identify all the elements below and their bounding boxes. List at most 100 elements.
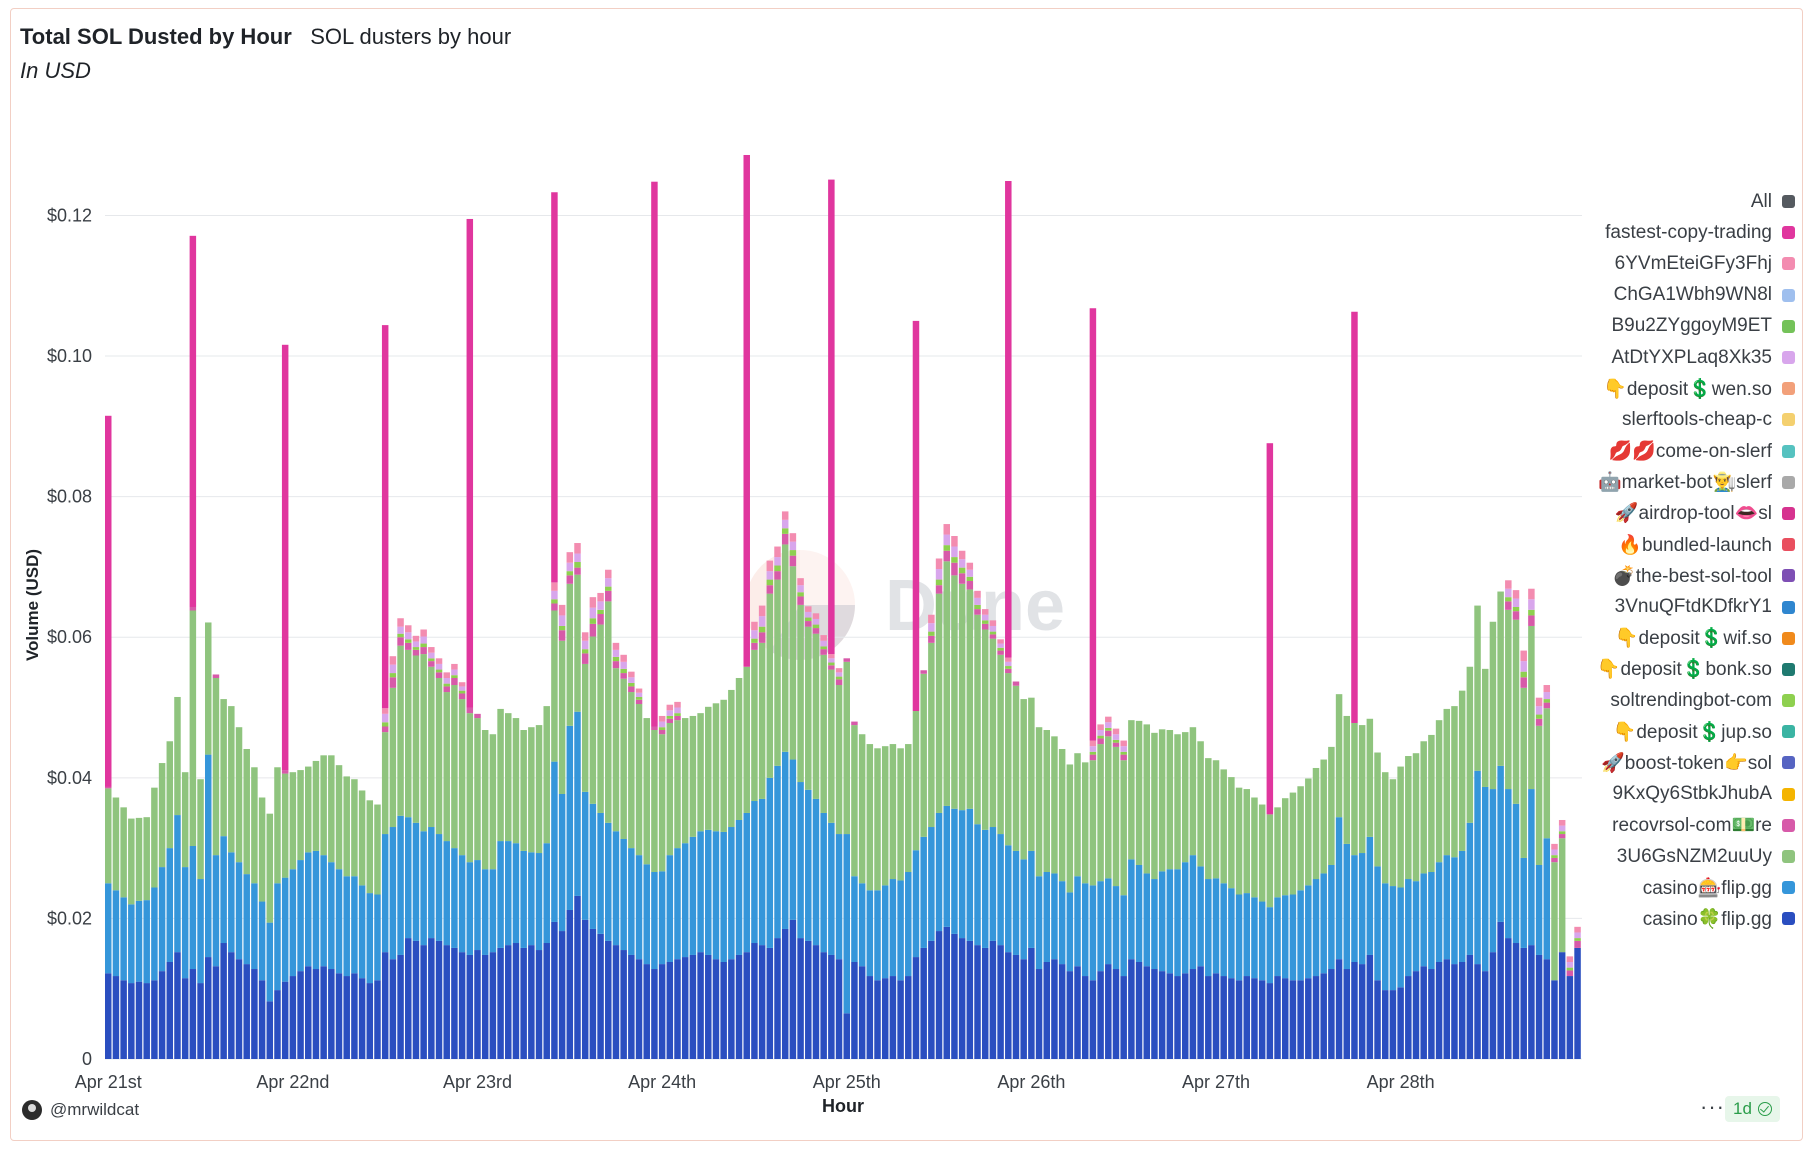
bar-segment[interactable] <box>981 620 989 624</box>
bar-segment[interactable] <box>643 964 650 1059</box>
bar-segment[interactable] <box>1389 886 1397 991</box>
legend-item[interactable]: 🚀airdrop-tool👄sl <box>1580 498 1795 529</box>
bar-segment[interactable] <box>935 558 943 570</box>
bar-segment[interactable] <box>412 649 420 656</box>
bar-segment[interactable] <box>951 557 958 563</box>
bar-segment[interactable] <box>266 1001 274 1059</box>
bar-segment[interactable] <box>1535 954 1543 1059</box>
bar-segment[interactable] <box>1320 759 1327 874</box>
bar-segment[interactable] <box>1097 735 1104 739</box>
bar-segment[interactable] <box>774 565 781 572</box>
bar-segment[interactable] <box>581 919 589 1059</box>
bar-segment[interactable] <box>689 836 697 955</box>
bar-segment[interactable] <box>1228 777 1235 889</box>
bar-segment[interactable] <box>951 546 958 558</box>
bar-segment[interactable] <box>389 677 397 688</box>
bar-segment[interactable] <box>597 609 604 615</box>
bar-segment[interactable] <box>651 726 658 731</box>
bar-segment[interactable] <box>451 663 458 670</box>
bar-segment[interactable] <box>951 575 958 809</box>
bar-segment[interactable] <box>1512 943 1520 1059</box>
bar-segment[interactable] <box>1105 736 1112 879</box>
bar-segment[interactable] <box>1528 599 1535 610</box>
bar-segment[interactable] <box>1312 767 1320 880</box>
bar-segment[interactable] <box>474 718 481 861</box>
bar-segment[interactable] <box>1543 959 1551 1059</box>
bar-segment[interactable] <box>135 900 143 982</box>
bar-segment[interactable] <box>197 879 204 984</box>
bar-segment[interactable] <box>728 959 735 1059</box>
bar-segment[interactable] <box>358 978 366 1059</box>
bar-segment[interactable] <box>835 668 843 673</box>
bar-segment[interactable] <box>597 812 604 934</box>
bar-segment[interactable] <box>235 959 243 1059</box>
bar-segment[interactable] <box>1166 730 1174 870</box>
bar-segment[interactable] <box>1120 754 1127 761</box>
bar-segment[interactable] <box>1081 976 1089 1059</box>
bar-segment[interactable] <box>1089 980 1097 1059</box>
bar-segment[interactable] <box>635 696 643 700</box>
bar-segment[interactable] <box>828 662 835 666</box>
bar-segment[interactable] <box>1112 739 1120 743</box>
bar-segment[interactable] <box>758 616 766 627</box>
bar-segment[interactable] <box>566 909 574 1059</box>
bar-segment[interactable] <box>1205 976 1212 1059</box>
bar-segment[interactable] <box>497 841 504 948</box>
legend-item[interactable]: All <box>1580 186 1795 217</box>
bar-segment[interactable] <box>812 798 820 946</box>
bar-segment[interactable] <box>974 590 981 598</box>
bar-segment[interactable] <box>635 704 643 856</box>
bar-segment[interactable] <box>1389 779 1397 887</box>
bar-segment[interactable] <box>528 727 535 853</box>
bar-segment[interactable] <box>1212 878 1220 974</box>
bar-segment[interactable] <box>1443 959 1451 1059</box>
bar-segment[interactable] <box>666 718 674 723</box>
bar-segment[interactable] <box>735 954 743 1059</box>
bar-segment[interactable] <box>1497 921 1504 1059</box>
bar-segment[interactable] <box>1551 857 1558 863</box>
bar-segment[interactable] <box>228 952 235 1059</box>
bar-segment[interactable] <box>581 653 589 664</box>
bar-segment[interactable] <box>120 807 127 898</box>
bar-segment[interactable] <box>851 876 858 962</box>
bar-segment[interactable] <box>120 897 127 981</box>
bar-segment[interactable] <box>989 620 997 626</box>
bar-segment[interactable] <box>220 943 227 1059</box>
bar-segment[interactable] <box>612 668 620 832</box>
bar-segment[interactable] <box>589 636 597 804</box>
bar-segment[interactable] <box>428 647 435 653</box>
bar-segment[interactable] <box>443 683 450 687</box>
bar-segment[interactable] <box>1043 961 1050 1059</box>
bar-segment[interactable] <box>412 655 420 823</box>
bar-segment[interactable] <box>151 787 158 888</box>
bar-segment[interactable] <box>789 919 797 1059</box>
bar-segment[interactable] <box>551 590 558 600</box>
bar-segment[interactable] <box>1005 673 1012 846</box>
bar-segment[interactable] <box>1174 869 1181 977</box>
bar-segment[interactable] <box>1081 883 1089 977</box>
bar-segment[interactable] <box>774 938 781 1059</box>
bar-segment[interactable] <box>628 954 635 1059</box>
bar-segment[interactable] <box>1566 967 1574 971</box>
bar-segment[interactable] <box>1343 969 1351 1059</box>
bar-segment[interactable] <box>766 571 774 580</box>
bar-segment[interactable] <box>605 586 612 591</box>
bar-segment[interactable] <box>612 661 620 669</box>
bar-segment[interactable] <box>389 664 397 674</box>
bar-segment[interactable] <box>997 945 1004 1059</box>
bar-segment[interactable] <box>1443 855 1451 960</box>
bar-segment[interactable] <box>489 734 497 870</box>
bar-segment[interactable] <box>751 638 758 643</box>
bar-segment[interactable] <box>1151 732 1158 880</box>
bar-segment[interactable] <box>920 947 927 1059</box>
bar-segment[interactable] <box>758 605 766 617</box>
bar-segment[interactable] <box>843 658 850 662</box>
bar-segment[interactable] <box>643 864 650 965</box>
bar-segment[interactable] <box>1543 702 1551 709</box>
bar-segment[interactable] <box>1397 766 1404 888</box>
bar-segment[interactable] <box>820 640 827 647</box>
bar-segment[interactable] <box>328 862 335 970</box>
bar-segment[interactable] <box>1558 834 1566 839</box>
bar-segment[interactable] <box>1012 685 1020 851</box>
bar-segment[interactable] <box>374 894 381 981</box>
